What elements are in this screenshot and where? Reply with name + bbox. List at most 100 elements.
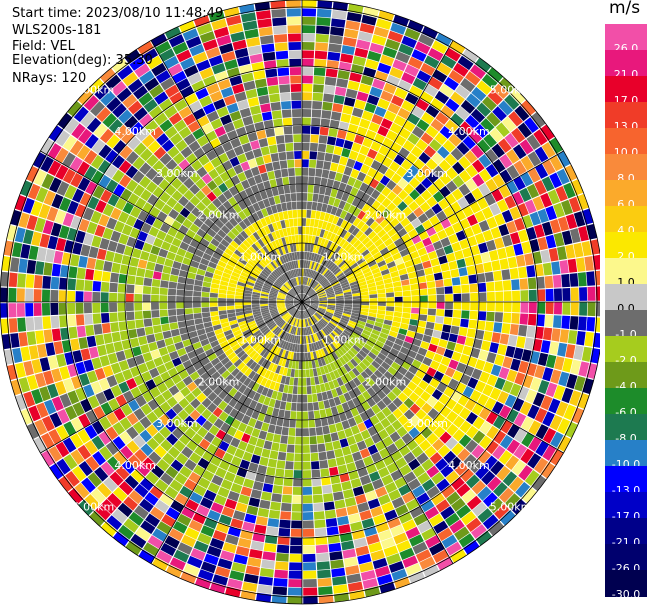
radar-gate [297,394,302,403]
radar-gate [172,403,184,415]
radar-gate [271,187,279,197]
radar-gate [356,91,369,102]
radar-gate [520,302,529,313]
radar-gate [115,350,126,362]
radar-gate [299,344,302,353]
radar-gate [401,35,417,49]
radar-gate [397,189,409,201]
radar-gate [297,209,302,218]
radar-gate [386,202,397,213]
radar-gate [517,229,529,243]
radar-gate [369,263,379,271]
radar-gate [279,321,286,329]
radar-gate [200,357,211,366]
radar-gate [376,193,387,204]
radar-gate [90,381,103,395]
radar-gate [214,361,224,371]
radar-gate [451,351,462,362]
radar-gate [271,312,280,318]
radar-gate [562,302,571,315]
radar-gate [292,495,302,504]
radar-gate [454,250,464,260]
radar-gate [166,344,177,354]
radar-gate [510,232,521,245]
radar-gate [430,118,444,132]
radar-gate [279,160,288,169]
radar-gate [113,450,127,465]
radar-gate [353,432,364,443]
radar-gate [278,293,286,297]
radar-gate [302,302,305,311]
radar-gate [164,337,174,347]
radar-gate [374,321,384,328]
radar-gate [298,319,301,328]
radar-gate [275,135,285,144]
radar-gate [360,223,370,233]
radar-gate [403,397,415,409]
radar-gate [187,245,197,254]
radar-gate [149,485,164,499]
radar-gate [317,291,326,296]
radar-gate [365,217,375,227]
radar-gate [396,262,406,271]
radar-gate [403,471,417,484]
radar-gate [259,247,267,256]
radar-gate [62,152,76,168]
radar-gate [566,373,578,390]
radar-gate [206,149,218,161]
radar-gate [177,409,189,421]
radar-gate [320,266,327,275]
radar-gate [186,319,195,327]
radar-gate [495,122,510,138]
radar-gate [314,359,320,368]
radar-gate [498,450,513,465]
radar-gate [102,227,114,240]
radar-gate [389,247,399,256]
radar-gate [286,444,295,453]
radar-gate [288,307,296,313]
radar-gate [247,320,256,326]
radar-gate [291,309,297,316]
radar-gate [302,67,314,76]
radar-gate [174,341,184,351]
radar-gate [478,154,492,168]
radar-gate [54,147,69,164]
radar-gate [544,275,554,289]
radar-gate [262,339,270,348]
radar-gate [521,432,535,448]
radar-gate [318,275,325,283]
radar-gate [227,260,236,268]
radar-gate [328,333,336,341]
radar-gate [326,231,333,241]
radar-gate [352,344,361,353]
radar-gate [344,454,354,464]
radar-gate [311,360,316,369]
radar-gate [371,200,381,210]
radar-gate [169,274,179,283]
radar-gate [231,343,241,352]
radar-gate [213,385,224,396]
radar-gate [474,380,486,393]
radar-gate [336,78,349,88]
radar-gate [369,471,381,482]
radar-gate [199,31,216,43]
radar-gate [370,141,382,152]
radar-gate [549,155,564,172]
radar-gate [359,182,369,193]
radar-gate [214,448,226,459]
radar-gate [369,86,383,98]
radar-gate [229,217,238,227]
radar-gate [182,235,193,245]
radar-gate [365,340,375,348]
radar-gate [43,399,57,415]
radar-gate [312,314,319,322]
radar-gate [222,200,233,211]
radar-gate [235,411,245,422]
radar-gate [411,126,425,139]
radar-gate [505,180,519,195]
radar-gate [361,358,371,367]
radar-gate [366,196,376,207]
radar-gate [371,329,381,336]
radar-gate [422,334,432,343]
radar-gate [201,297,210,302]
